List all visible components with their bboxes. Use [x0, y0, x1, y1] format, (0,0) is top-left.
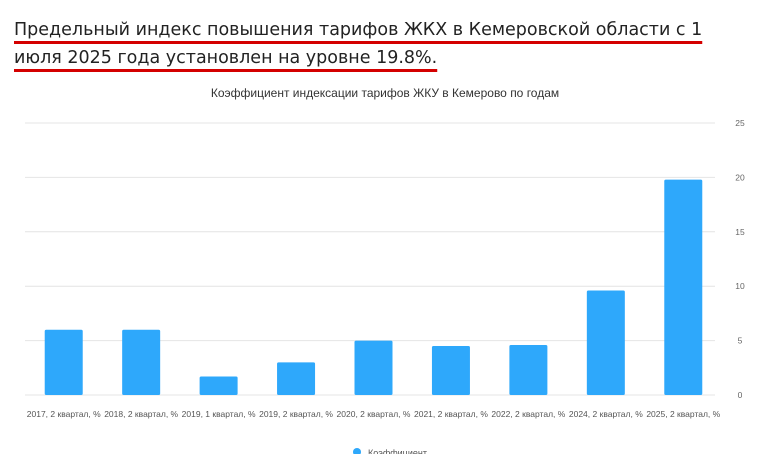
x-tick-label: 2024, 2 квартал, % [568, 409, 643, 419]
x-tick-label: 2019, 2 квартал, % [259, 409, 333, 419]
y-tick-label: 5 [738, 336, 743, 346]
y-tick-label: 10 [735, 281, 745, 291]
x-tick-label: 2025, 2 квартал, % [646, 409, 721, 419]
y-tick-label: 20 [735, 172, 745, 182]
y-tick-label: 25 [735, 118, 745, 128]
x-tick-label: 2019, 1 квартал, % [181, 409, 256, 419]
bar [431, 346, 470, 395]
bar [664, 179, 703, 395]
legend-label: Коэффициент [368, 448, 427, 454]
chart-title: Коэффициент индексации тарифов ЖКУ в Кем… [211, 86, 559, 100]
x-tick-label: 2021, 2 квартал, % [413, 409, 488, 419]
bar [277, 362, 316, 395]
y-tick-label: 0 [738, 390, 743, 400]
legend-marker [353, 448, 361, 454]
bar [586, 290, 625, 395]
x-tick-label: 2018, 2 квартал, % [104, 409, 179, 419]
y-tick-label: 15 [735, 227, 745, 237]
bar [509, 344, 548, 395]
headline: Предельный индекс повышения тарифов ЖКХ … [14, 20, 703, 68]
bar [199, 376, 238, 395]
x-tick-label: 2017, 2 квартал, % [26, 409, 101, 419]
bar [122, 329, 161, 395]
bar [44, 329, 83, 395]
x-tick-label: 2020, 2 квартал, % [336, 409, 411, 419]
x-tick-label: 2022, 2 квартал, % [491, 409, 566, 419]
bar [354, 340, 393, 395]
